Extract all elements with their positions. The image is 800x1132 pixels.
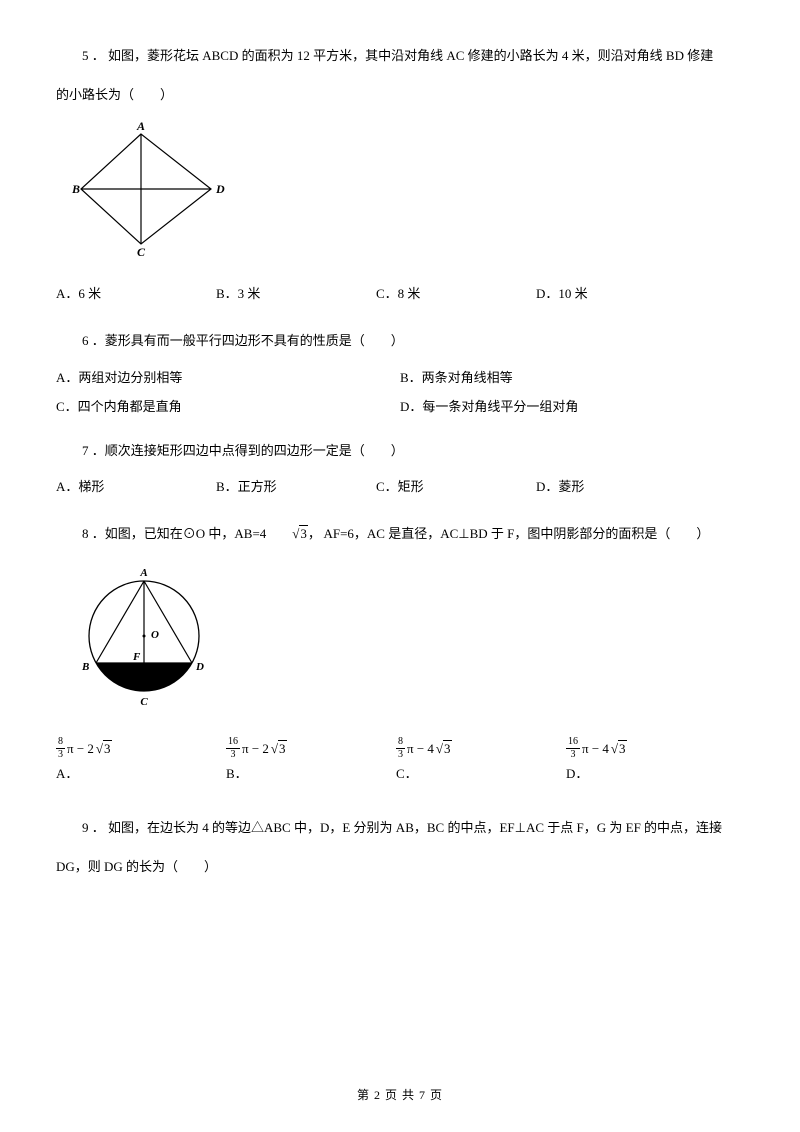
q5-option-c: C．8 米 — [376, 281, 536, 307]
label-a8: A — [139, 567, 147, 579]
q5-option-b: B．3 米 — [216, 281, 376, 307]
q8-letter-b: B． — [226, 764, 248, 784]
q6-options: A．两组对边分别相等 B．两条对角线相等 C．四个内角都是直角 D．每一条对角线… — [56, 364, 744, 421]
label-o8: O — [151, 629, 159, 641]
label-d8: D — [195, 661, 204, 673]
q8-letter-c: C． — [396, 764, 418, 784]
q5-number: 5 — [82, 48, 89, 63]
page-footer: 第 2 页 共 7 页 — [0, 1086, 800, 1104]
q8-letter-d: D． — [566, 764, 588, 784]
label-f8: F — [132, 651, 141, 663]
q5-text-cont: 的小路长为（ ） — [56, 79, 744, 110]
q5-figure: A B C D — [66, 122, 744, 263]
q8-text: 8 ．如图，已知在⊙O 中，AB=4 3， AF=6，AC 是直径，AC⊥BD 于… — [56, 518, 744, 549]
q9-text: 9 ． 如图，在边长为 4 的等边△ABC 中，D，E 分别为 AB，BC 的中… — [56, 812, 744, 843]
q6-line: ．菱形具有而一般平行四边形不具有的性质是（ ） — [92, 333, 404, 348]
q9-number: 9 — [82, 820, 89, 835]
label-c: C — [137, 245, 146, 257]
q9-text-cont: DG，则 DG 的长为（ ） — [56, 851, 744, 882]
q7-options: A．梯形 B．正方形 C．矩形 D．菱形 — [56, 474, 744, 500]
q5-line1: ． 如图，菱形花坛 ABCD 的面积为 12 平方米，其中沿对角线 AC 修建的… — [92, 48, 714, 63]
q5-text: 5 ． 如图，菱形花坛 ABCD 的面积为 12 平方米，其中沿对角线 AC 修… — [56, 40, 744, 71]
q5-options: A．6 米 B．3 米 C．8 米 D．10 米 — [56, 281, 744, 307]
q8-letter-a: A． — [56, 764, 78, 784]
q8-post: ， AF=6，AC 是直径，AC⊥BD 于 F，图中阴影部分的面积是（ ） — [308, 526, 709, 541]
circle-diagram: A B D C O F F — [66, 562, 226, 712]
q8-option-c: 83 π − 43 C． — [396, 737, 566, 784]
q6-option-c: C．四个内角都是直角 — [56, 393, 400, 422]
q6-option-d: D．每一条对角线平分一组对角 — [400, 393, 744, 422]
q6-option-b: B．两条对角线相等 — [400, 364, 744, 393]
q8-option-b: 163 π − 23 B． — [226, 737, 396, 784]
q7-number: 7 — [82, 443, 89, 458]
q8-expr-a: 83 π − 23 — [56, 737, 112, 760]
q7-option-c: C．矩形 — [376, 474, 536, 500]
q5-line2: 的小路长为（ ） — [56, 87, 173, 102]
q8-number: 8 — [82, 526, 89, 541]
q6-number: 6 — [82, 333, 89, 348]
q5-option-a: A．6 米 — [56, 281, 216, 307]
q8-option-a: 83 π − 23 A． — [56, 737, 226, 784]
q6-option-a: A．两组对边分别相等 — [56, 364, 400, 393]
q8-option-d: 163 π − 43 D． — [566, 737, 736, 784]
label-d: D — [215, 182, 225, 196]
q8-pre: ．如图，已知在⊙O 中，AB=4 — [92, 526, 267, 541]
q7-option-a: A．梯形 — [56, 474, 216, 500]
q6-text: 6 ．菱形具有而一般平行四边形不具有的性质是（ ） — [56, 325, 744, 356]
label-a: A — [136, 122, 145, 133]
q5-option-d: D．10 米 — [536, 281, 696, 307]
q8-expr-d: 163 π − 43 — [566, 737, 627, 760]
q9-line1: ． 如图，在边长为 4 的等边△ABC 中，D，E 分别为 AB，BC 的中点，… — [92, 820, 722, 835]
q8-expr-b: 163 π − 23 — [226, 737, 287, 760]
q7-option-d: D．菱形 — [536, 474, 696, 500]
label-c8: C — [140, 696, 148, 708]
q8-sqrt: 3 — [266, 518, 308, 549]
q7-option-b: B．正方形 — [216, 474, 376, 500]
q8-sqrt-val: 3 — [299, 525, 308, 541]
q8-options: 83 π − 23 A． 163 π − 23 B． 83 π − 43 C． … — [56, 737, 744, 784]
q9-line2: DG，则 DG 的长为（ ） — [56, 859, 217, 874]
q8-expr-c: 83 π − 43 — [396, 737, 452, 760]
label-b8: B — [81, 661, 89, 673]
q7-line: ．顺次连接矩形四边中点得到的四边形一定是（ ） — [92, 443, 404, 458]
label-b: B — [71, 182, 80, 196]
q7-text: 7 ．顺次连接矩形四边中点得到的四边形一定是（ ） — [56, 435, 744, 466]
q8-figure: A B D C O F F — [66, 562, 744, 718]
rhombus-diagram: A B C D — [66, 122, 226, 257]
